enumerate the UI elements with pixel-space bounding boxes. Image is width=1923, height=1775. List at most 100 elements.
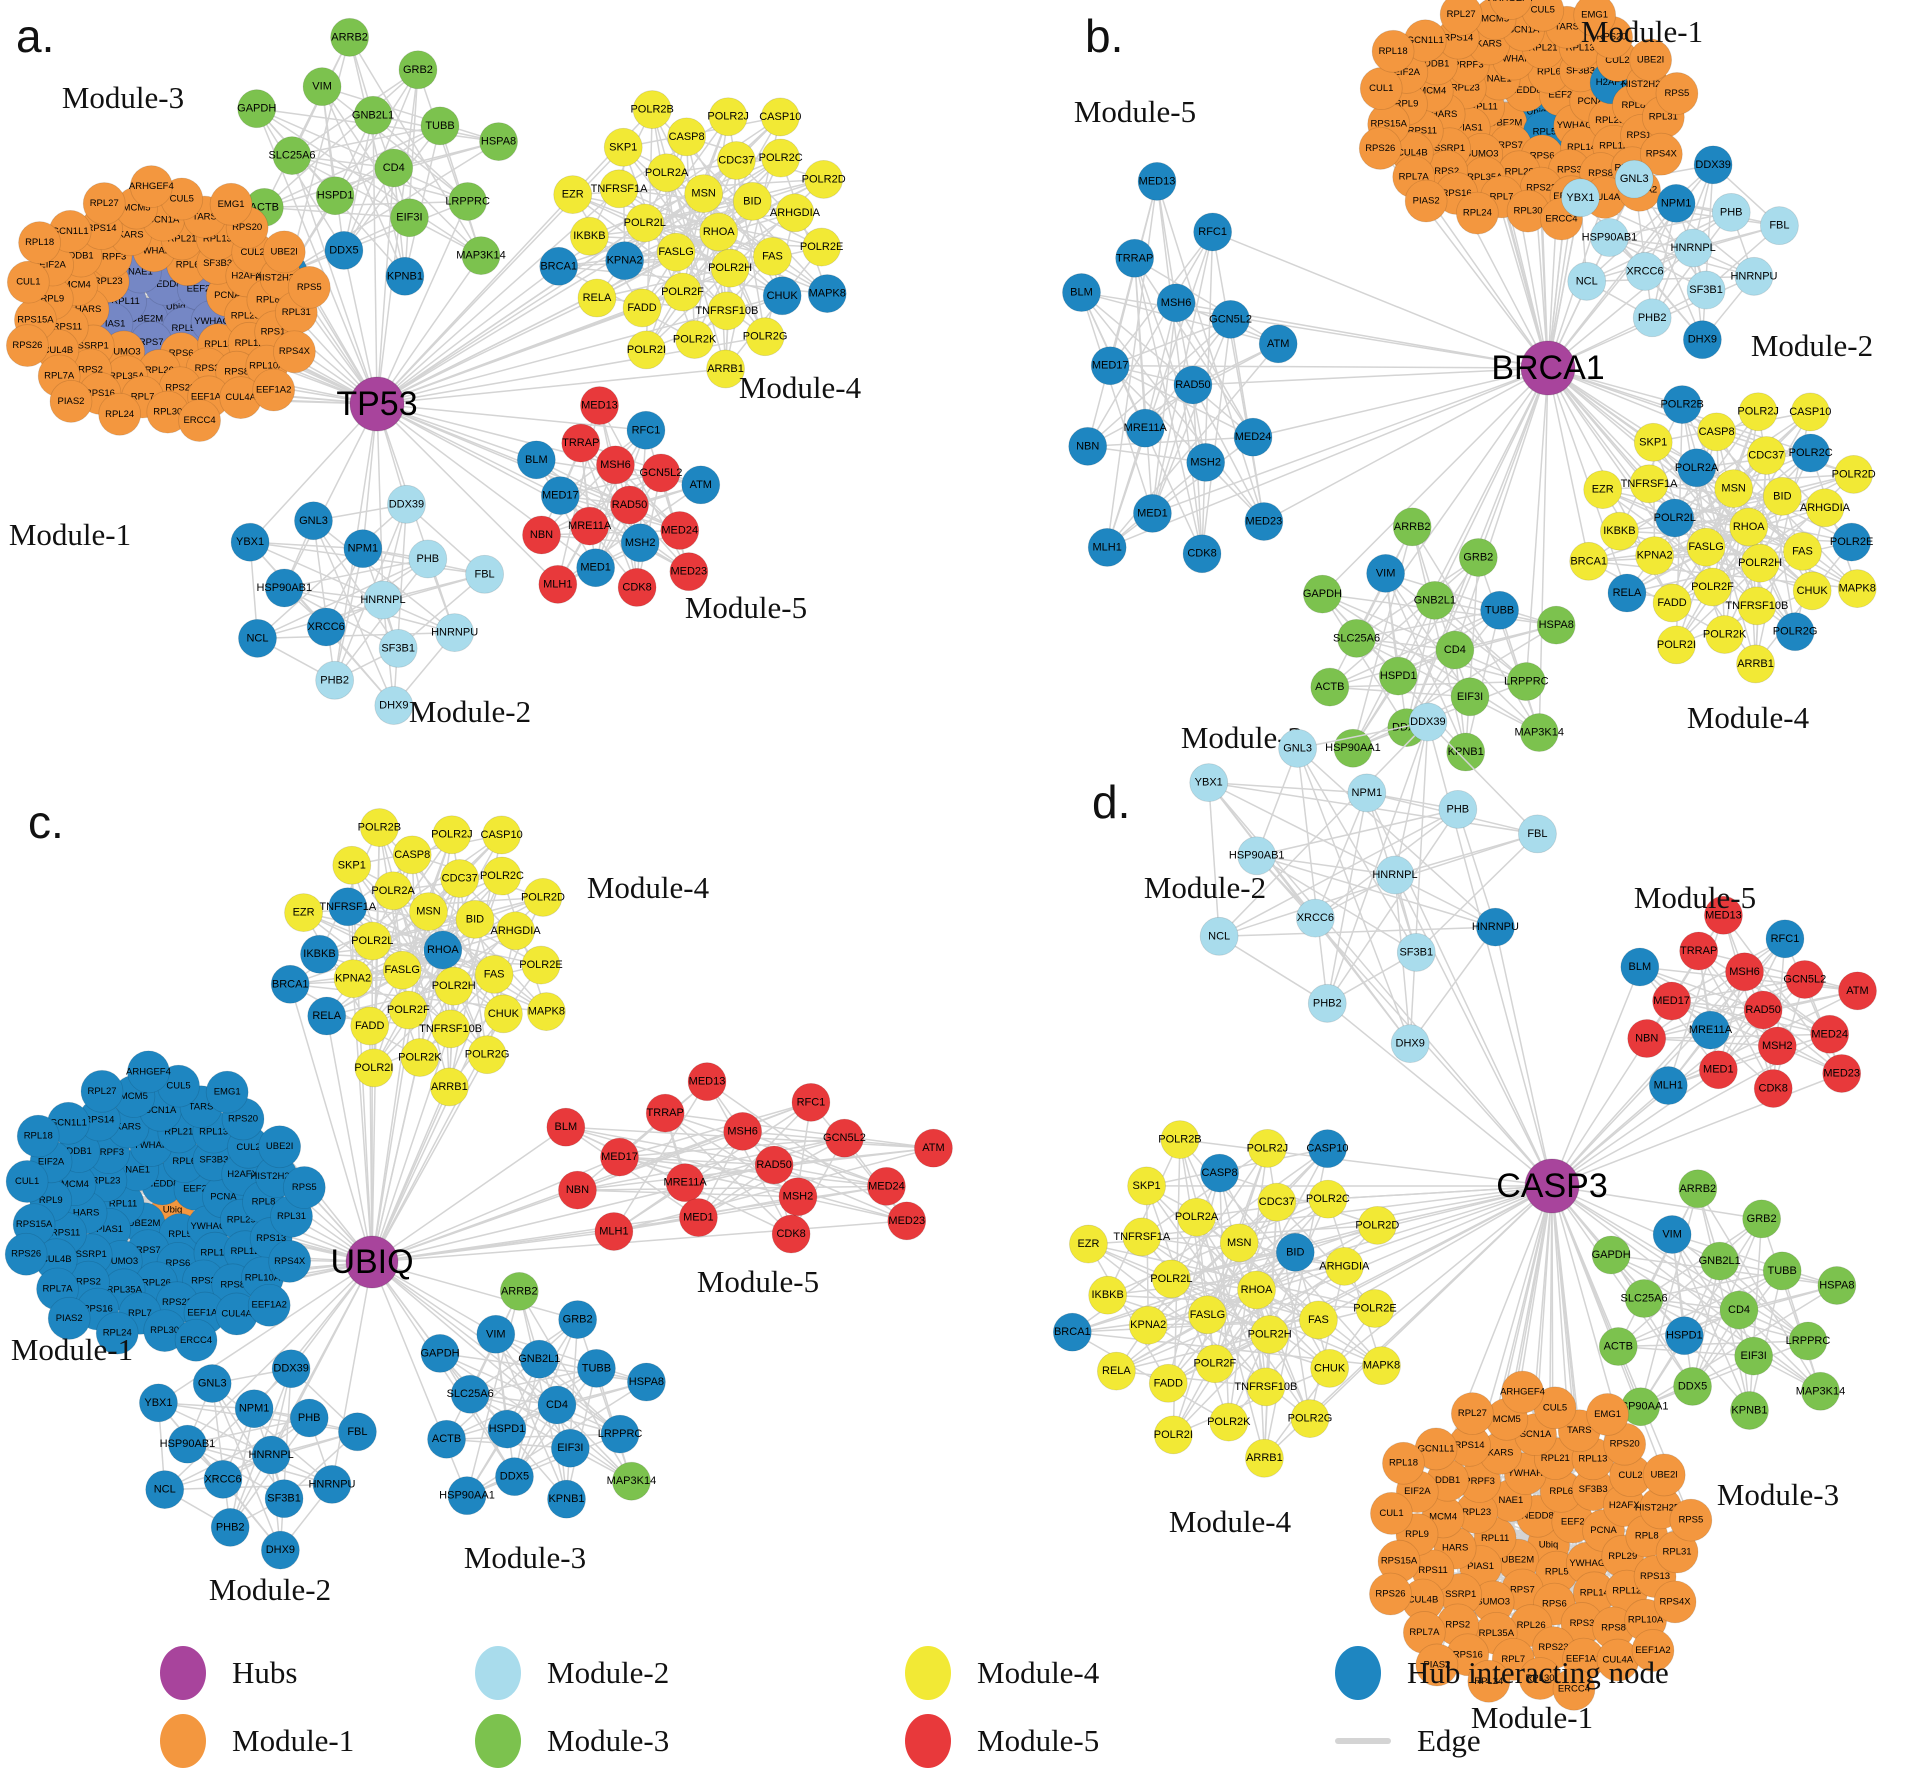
node-RPS5[interactable] bbox=[1669, 1498, 1713, 1542]
node-HNRNPU[interactable] bbox=[1734, 256, 1774, 296]
node-RPL18[interactable] bbox=[1382, 1441, 1425, 1485]
node-ARHGEF4[interactable] bbox=[1501, 1370, 1544, 1414]
node-MLH1[interactable] bbox=[594, 1212, 634, 1251]
node-ATM[interactable] bbox=[1838, 971, 1877, 1011]
node-RPS4X[interactable] bbox=[268, 1239, 312, 1283]
node-PHB[interactable] bbox=[1711, 192, 1751, 232]
node-HSP90AA1[interactable] bbox=[447, 1476, 487, 1516]
node-RPS5[interactable] bbox=[287, 266, 331, 309]
node-EZR[interactable] bbox=[284, 893, 323, 932]
node-YBX1[interactable] bbox=[1561, 178, 1600, 218]
node-ARHGEF4[interactable] bbox=[1489, 0, 1533, 20]
node-GCN5L2[interactable] bbox=[825, 1118, 864, 1158]
node-HSP90AB1[interactable] bbox=[1237, 836, 1277, 876]
node-DDX39[interactable] bbox=[387, 484, 426, 524]
node-MED23[interactable] bbox=[1244, 502, 1284, 541]
node-CDK8[interactable] bbox=[1753, 1069, 1793, 1108]
node-MED23[interactable] bbox=[887, 1201, 927, 1241]
node-NBN[interactable] bbox=[558, 1170, 597, 1210]
node-RPL27[interactable] bbox=[82, 182, 126, 225]
node-MAP3K14[interactable] bbox=[1801, 1371, 1840, 1411]
node-TRRAP[interactable] bbox=[1679, 931, 1719, 971]
node-POLR2A[interactable] bbox=[1677, 448, 1717, 488]
node-XRCC6[interactable] bbox=[1625, 252, 1665, 291]
node-POLR2I[interactable] bbox=[354, 1048, 394, 1088]
node-ARRB1[interactable] bbox=[706, 349, 745, 389]
node-POLR2I[interactable] bbox=[627, 330, 666, 370]
node-PIAS2[interactable] bbox=[47, 1296, 91, 1340]
node-ACTB[interactable] bbox=[1598, 1327, 1638, 1366]
node-SF3B1[interactable] bbox=[1686, 270, 1726, 310]
node-KPNA2[interactable] bbox=[605, 241, 645, 281]
node-POLR2K[interactable] bbox=[675, 320, 715, 359]
node-TNFRSF1A[interactable] bbox=[599, 169, 639, 209]
node-POLR2G[interactable] bbox=[467, 1035, 507, 1075]
node-POLR2F[interactable] bbox=[1195, 1344, 1235, 1384]
node-NPM1[interactable] bbox=[1656, 183, 1696, 223]
node-ATM[interactable] bbox=[681, 465, 721, 505]
node-HNRNPU[interactable] bbox=[312, 1465, 352, 1504]
node-GCN5L2[interactable] bbox=[1211, 299, 1250, 339]
node-TNFRSF10B[interactable] bbox=[1246, 1367, 1286, 1407]
node-FASLG[interactable] bbox=[382, 950, 422, 990]
node-POLR2G[interactable] bbox=[1775, 612, 1815, 652]
node-SLC25A6[interactable] bbox=[272, 136, 312, 176]
node-RPL27[interactable] bbox=[1439, 0, 1483, 36]
node-POLR2F[interactable] bbox=[388, 990, 428, 1030]
node-ARRB1[interactable] bbox=[1245, 1438, 1284, 1478]
node-MAPK8[interactable] bbox=[1362, 1346, 1401, 1386]
node-MED1[interactable] bbox=[679, 1198, 718, 1237]
node-POLR2D[interactable] bbox=[804, 159, 844, 199]
node-CHUK[interactable] bbox=[483, 994, 523, 1034]
node-POLR2C[interactable] bbox=[1791, 433, 1831, 473]
node-DHX9[interactable] bbox=[1390, 1024, 1430, 1064]
node-CASP8[interactable] bbox=[1697, 412, 1737, 452]
node-SKP1[interactable] bbox=[603, 127, 643, 167]
node-PHB[interactable] bbox=[408, 539, 448, 579]
node-MSH6[interactable] bbox=[1156, 283, 1196, 323]
node-KPNA2[interactable] bbox=[333, 959, 373, 999]
node-XRCC6[interactable] bbox=[306, 607, 346, 647]
node-MLH1[interactable] bbox=[1087, 528, 1127, 567]
node-POLR2J[interactable] bbox=[1738, 392, 1778, 432]
node-TUBB[interactable] bbox=[1480, 590, 1519, 630]
node-CHUK[interactable] bbox=[1310, 1348, 1350, 1388]
node-SF3B1[interactable] bbox=[1396, 932, 1436, 972]
node-MSN[interactable] bbox=[1714, 469, 1754, 509]
node-POLR2H[interactable] bbox=[1740, 543, 1780, 583]
node-CDK8[interactable] bbox=[1182, 534, 1222, 574]
node-POLR2K[interactable] bbox=[1209, 1402, 1249, 1442]
node-FASLG[interactable] bbox=[656, 232, 696, 272]
node-XRCC6[interactable] bbox=[203, 1459, 243, 1499]
node-MED17[interactable] bbox=[540, 476, 580, 515]
node-MSH6[interactable] bbox=[1725, 952, 1764, 992]
node-ARRB2[interactable] bbox=[1678, 1169, 1718, 1209]
node-PHB[interactable] bbox=[289, 1398, 329, 1438]
node-EZR[interactable] bbox=[1583, 470, 1623, 509]
node-BID[interactable] bbox=[455, 899, 495, 939]
node-RAD50[interactable] bbox=[754, 1145, 794, 1185]
node-POLR2A[interactable] bbox=[1177, 1197, 1216, 1237]
node-MED17[interactable] bbox=[1090, 346, 1130, 386]
node-POLR2E[interactable] bbox=[1355, 1289, 1395, 1328]
node-TUBB[interactable] bbox=[420, 106, 460, 146]
node-SLC25A6[interactable] bbox=[450, 1374, 490, 1414]
node-POLR2K[interactable] bbox=[1705, 615, 1745, 654]
node-MSN[interactable] bbox=[684, 174, 724, 214]
node-RPS4X[interactable] bbox=[1639, 132, 1683, 176]
node-GCN5L2[interactable] bbox=[641, 453, 681, 493]
hub-BRCA1[interactable] bbox=[1520, 340, 1576, 396]
node-RHOA[interactable] bbox=[699, 212, 739, 252]
node-RPS5[interactable] bbox=[282, 1166, 326, 1209]
node-DDX39[interactable] bbox=[1408, 702, 1448, 742]
node-SLC25A6[interactable] bbox=[1624, 1279, 1664, 1318]
node-MED24[interactable] bbox=[1233, 417, 1273, 457]
node-TNFRSF1A[interactable] bbox=[1629, 464, 1669, 504]
node-CDK8[interactable] bbox=[771, 1214, 811, 1254]
node-BRCA1[interactable] bbox=[539, 246, 579, 286]
node-POLR2C[interactable] bbox=[1308, 1179, 1348, 1219]
node-HSPD1[interactable] bbox=[315, 176, 355, 216]
node-SKP1[interactable] bbox=[1633, 422, 1673, 462]
node-RPL24[interactable] bbox=[1467, 1659, 1511, 1703]
node-ERCC4[interactable] bbox=[178, 399, 221, 442]
